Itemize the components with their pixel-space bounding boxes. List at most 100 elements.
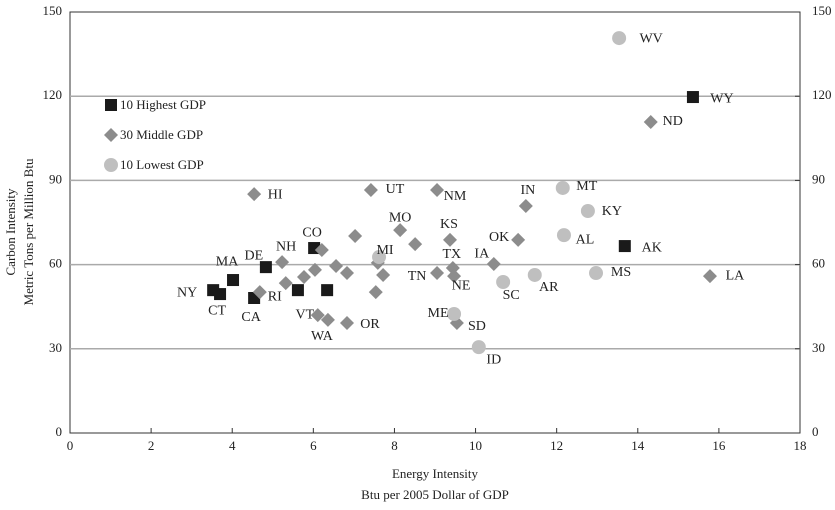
x-tick-label: 18 [794, 438, 807, 453]
data-point [252, 285, 267, 300]
y-axis-sublabel: Metric Tons per Million Btu [21, 158, 36, 305]
data-point [214, 288, 227, 301]
point-label: MS [611, 265, 631, 280]
point-label: IA [474, 246, 490, 261]
data-point [686, 91, 699, 104]
data-point [555, 180, 570, 195]
point-label: MT [576, 179, 597, 194]
legend-label: 10 Highest GDP [120, 97, 206, 112]
data-point [368, 285, 383, 300]
legend-label: 30 Middle GDP [120, 127, 203, 142]
point-label: NM [444, 189, 467, 204]
point-label: HI [268, 187, 283, 202]
data-point [227, 274, 240, 287]
data-point [447, 269, 462, 284]
point-label: WY [710, 91, 733, 106]
data-point [486, 257, 501, 272]
data-point [314, 243, 329, 258]
data-point [297, 269, 312, 284]
point-label: AL [576, 232, 595, 247]
data-point [247, 187, 262, 202]
y-tick-label: 150 [43, 3, 63, 18]
data-point [339, 315, 354, 330]
point-label: MO [389, 210, 412, 225]
y-tick-label: 90 [49, 171, 62, 186]
point-label: NE [452, 278, 471, 293]
x-axis-sublabel: Btu per 2005 Dollar of GDP [361, 487, 509, 502]
point-label: AK [642, 240, 662, 255]
data-point [321, 284, 334, 297]
y2-tick-label: 150 [812, 3, 832, 18]
point-label: NH [276, 239, 296, 254]
data-point [580, 203, 595, 218]
point-label: VT [295, 307, 314, 322]
y2-tick-label: 30 [812, 340, 825, 355]
legend-label: 10 Lowest GDP [120, 157, 204, 172]
data-point [408, 237, 423, 252]
data-point [556, 228, 571, 243]
data-point [447, 306, 462, 321]
point-label: MA [216, 254, 239, 269]
data-point [339, 266, 354, 281]
legend-marker [104, 158, 118, 172]
point-label: DE [245, 248, 264, 263]
point-label: OR [360, 317, 380, 332]
data-point [518, 198, 533, 213]
point-label: TX [443, 247, 462, 262]
x-tick-label: 2 [148, 438, 155, 453]
y-tick-label: 120 [43, 87, 63, 102]
y2-tick-label: 120 [812, 87, 832, 102]
point-label: ME [428, 306, 449, 321]
data-point [430, 182, 445, 197]
point-label: CA [241, 310, 261, 325]
data-point [430, 266, 445, 281]
data-point [618, 240, 631, 253]
data-point [643, 115, 658, 130]
point-label: OK [489, 230, 509, 245]
data-point [275, 255, 290, 270]
point-label: NY [177, 285, 197, 300]
data-point [702, 269, 717, 284]
data-point [307, 262, 322, 277]
data-point [443, 232, 458, 247]
data-point [376, 267, 391, 282]
y2-tick-label: 90 [812, 171, 825, 186]
point-label: WA [311, 329, 334, 344]
data-point [372, 250, 387, 265]
point-label: AR [539, 280, 559, 295]
point-label: UT [386, 182, 405, 197]
x-tick-label: 10 [469, 438, 482, 453]
data-point [348, 228, 363, 243]
point-label: RI [268, 289, 282, 304]
y-tick-label: 30 [49, 340, 62, 355]
data-point [329, 259, 344, 274]
point-label: MI [376, 243, 393, 258]
x-tick-label: 6 [310, 438, 317, 453]
data-point [496, 275, 511, 290]
point-label: ID [486, 352, 501, 367]
x-tick-label: 4 [229, 438, 236, 453]
point-label: SC [503, 288, 520, 303]
data-point [527, 267, 542, 282]
y2-tick-label: 60 [812, 256, 825, 271]
point-label: KY [602, 204, 622, 219]
point-label: WV [639, 31, 662, 46]
y2-tick-label: 0 [812, 424, 819, 439]
data-point [278, 276, 293, 291]
x-tick-label: 16 [712, 438, 726, 453]
data-point [259, 261, 272, 274]
point-label: IN [520, 183, 535, 198]
x-tick-label: 12 [550, 438, 563, 453]
point-label: CT [208, 303, 226, 318]
point-label: LA [726, 268, 746, 283]
y-tick-label: 60 [49, 256, 62, 271]
point-label: TN [408, 269, 427, 284]
y-tick-label: 0 [56, 424, 63, 439]
legend-marker [105, 99, 117, 111]
x-axis-label: Energy Intensity [392, 466, 479, 481]
data-point [291, 284, 304, 297]
data-point [310, 308, 325, 323]
data-point [363, 182, 378, 197]
data-point [471, 340, 486, 355]
data-point [393, 223, 408, 238]
